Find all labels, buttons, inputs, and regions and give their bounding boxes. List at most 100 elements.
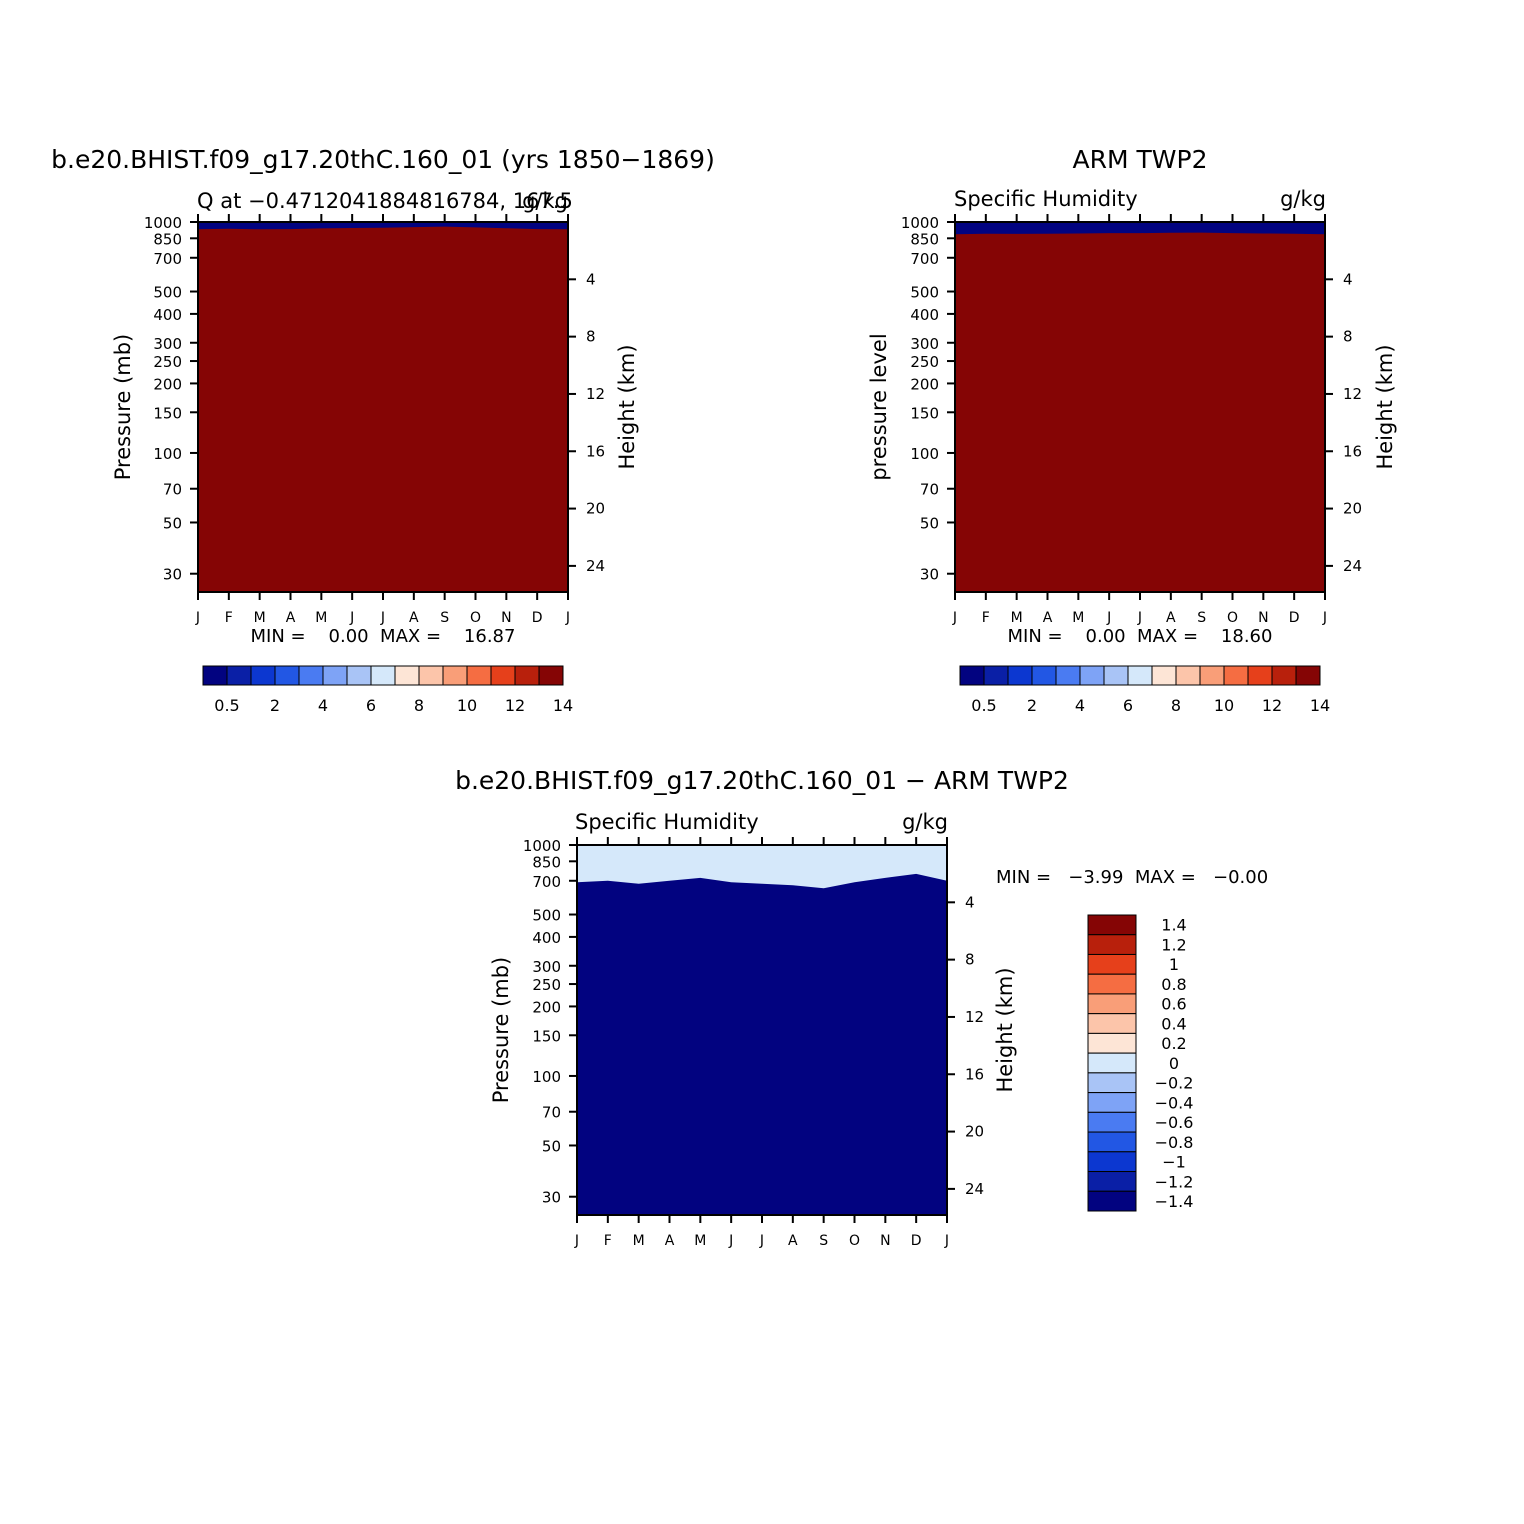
diff-min-max: MIN = −3.99 MAX = −0.00 xyxy=(996,867,1268,888)
obs-pressure-tick-label: 500 xyxy=(910,284,939,302)
obs-contour-band xyxy=(955,232,1325,592)
obs-month-tick-label: J xyxy=(1106,610,1111,626)
diff-pressure-tick-label: 500 xyxy=(532,907,561,925)
diff-colorbar-box xyxy=(1087,1013,1137,1034)
obs-height-tick-label: 4 xyxy=(1343,270,1353,288)
model-pressure-tick-label: 250 xyxy=(153,353,182,371)
diff-colorbar-box xyxy=(1087,1151,1137,1173)
diff-colorbar-label: −1.4 xyxy=(1155,1192,1194,1211)
model-colorbar-box xyxy=(274,665,300,686)
obs-colorbar-label: 10 xyxy=(1214,696,1234,715)
model-pressure-tick-label: 30 xyxy=(163,566,182,584)
obs-month-tick-label: O xyxy=(1227,610,1238,626)
diff-colorbar-label: −0.8 xyxy=(1155,1133,1194,1152)
diff-height-tick-label: 8 xyxy=(965,951,975,969)
obs-height-tick-label: 20 xyxy=(1343,500,1362,518)
diff-month-tick-label: D xyxy=(911,1233,922,1249)
obs-colorbar-box xyxy=(1055,665,1081,686)
model-colorbar-label: 6 xyxy=(366,696,376,715)
obs-colorbar-label: 4 xyxy=(1075,696,1085,715)
model-colorbar-box xyxy=(226,665,252,686)
model-month-tick-label: D xyxy=(532,610,543,626)
diff-colorbar-label: −0.2 xyxy=(1155,1074,1194,1093)
diff-colorbar-box xyxy=(1087,953,1137,975)
diff-height-tick-label: 12 xyxy=(965,1008,984,1026)
model-colorbar-box xyxy=(202,665,228,686)
diff-month-tick-label: S xyxy=(819,1233,828,1249)
diff-colorbar-label: 1 xyxy=(1169,955,1179,974)
model-colorbar-box xyxy=(418,665,444,686)
diff-pressure-tick-label: 250 xyxy=(532,976,561,994)
obs-colorbar-label: 2 xyxy=(1027,696,1037,715)
model-colorbar-label: 2 xyxy=(270,696,280,715)
diff-panel-title: b.e20.BHIST.f09_g17.20thC.160_01 − ARM T… xyxy=(455,766,1069,795)
model-height-tick-label: 24 xyxy=(586,557,605,575)
model-pressure-tick-label: 200 xyxy=(153,375,182,393)
diff-height-tick-label: 4 xyxy=(965,893,975,911)
model-month-tick-label: A xyxy=(409,610,419,626)
diff-ylabel-left: Pressure (mb) xyxy=(489,957,513,1104)
diff-ylabel-right: Height (km) xyxy=(993,967,1017,1092)
model-month-tick-label: J xyxy=(195,610,200,626)
model-month-tick-label: A xyxy=(286,610,296,626)
model-month-tick-label: J xyxy=(380,610,385,626)
diff-colorbar-box xyxy=(1087,1032,1137,1054)
diff-month-tick-label: N xyxy=(880,1233,890,1249)
diff-colorbar-label: 0.6 xyxy=(1161,995,1186,1014)
diff-pressure-tick-label: 700 xyxy=(532,873,561,891)
obs-pressure-tick-label: 850 xyxy=(910,230,939,248)
obs-colorbar-box xyxy=(1007,665,1033,686)
diff-height-tick-label: 20 xyxy=(965,1123,984,1141)
obs-height-tick-label: 8 xyxy=(1343,328,1353,346)
model-min-max: MIN = 0.00 MAX = 16.87 xyxy=(251,626,516,647)
diff-colorbar-box xyxy=(1087,1072,1137,1094)
model-colorbar-box xyxy=(346,665,372,686)
diff-pressure-tick-label: 200 xyxy=(532,998,561,1016)
model-height-tick-label: 20 xyxy=(586,500,605,518)
diff-month-tick-label: J xyxy=(574,1233,579,1249)
model-pressure-tick-label: 700 xyxy=(153,250,182,268)
model-contour-band xyxy=(198,226,568,592)
obs-month-tick-label: J xyxy=(1322,610,1327,626)
diff-right-subtitle: g/kg xyxy=(902,810,948,834)
diff-colorbar-label: −1 xyxy=(1162,1153,1186,1172)
obs-colorbar-box xyxy=(959,665,985,686)
diff-pressure-tick-label: 300 xyxy=(532,958,561,976)
diff-colorbar-label: 0 xyxy=(1169,1054,1179,1073)
model-pressure-tick-label: 300 xyxy=(153,335,182,353)
diff-month-tick-label: J xyxy=(728,1233,733,1249)
obs-panel-title: ARM TWP2 xyxy=(1073,145,1208,174)
diff-month-tick-label: O xyxy=(849,1233,860,1249)
diff-month-tick-label: A xyxy=(788,1233,798,1249)
diff-colorbar-label: 1.2 xyxy=(1161,935,1186,954)
model-pressure-tick-label: 50 xyxy=(163,514,182,532)
obs-month-tick-label: J xyxy=(1137,610,1142,626)
obs-pressure-tick-label: 400 xyxy=(910,306,939,324)
model-colorbar-box xyxy=(538,665,564,686)
diff-month-tick-label: M xyxy=(694,1233,706,1249)
model-month-tick-label: J xyxy=(349,610,354,626)
obs-month-tick-label: F xyxy=(982,610,990,626)
model-colorbar-label: 8 xyxy=(414,696,424,715)
model-left-subtitle: Q at −0.4712041884816784, 167.5 xyxy=(197,189,573,213)
diff-pressure-tick-label: 150 xyxy=(532,1027,561,1045)
diff-contour-band xyxy=(577,873,947,1215)
obs-colorbar-box xyxy=(1295,665,1321,686)
diff-month-tick-label: J xyxy=(944,1233,949,1249)
model-colorbar-label: 0.5 xyxy=(214,696,239,715)
model-colorbar-label: 10 xyxy=(457,696,477,715)
diff-colorbar-box xyxy=(1087,993,1137,1015)
obs-month-tick-label: N xyxy=(1258,610,1268,626)
diff-colorbar-box xyxy=(1087,973,1137,995)
diff-pressure-tick-label: 100 xyxy=(532,1068,561,1086)
diff-height-tick-label: 16 xyxy=(965,1065,984,1083)
obs-ylabel-left: pressure level xyxy=(867,333,891,480)
model-pressure-tick-label: 850 xyxy=(153,230,182,248)
diff-colorbar-label: 0.2 xyxy=(1161,1034,1186,1053)
obs-pressure-tick-label: 250 xyxy=(910,353,939,371)
model-colorbar-box xyxy=(466,665,492,686)
model-pressure-tick-label: 1000 xyxy=(144,214,182,232)
obs-colorbar-label: 8 xyxy=(1171,696,1181,715)
obs-month-tick-label: A xyxy=(1043,610,1053,626)
model-colorbar-label: 14 xyxy=(553,696,573,715)
